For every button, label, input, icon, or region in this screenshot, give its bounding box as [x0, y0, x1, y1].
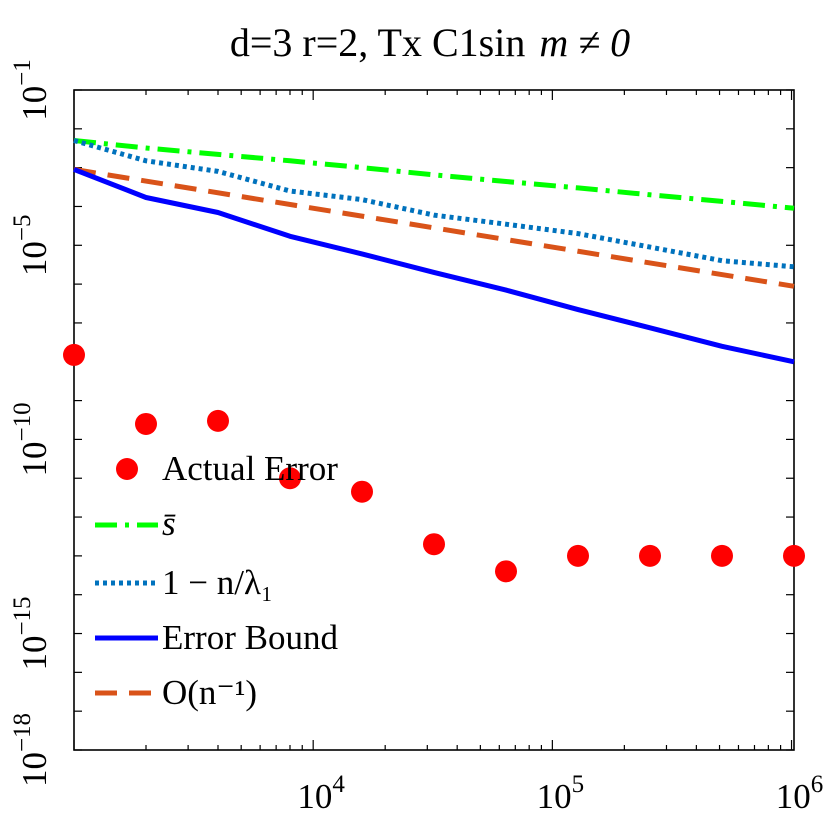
legend-label-actual-error: Actual Error: [162, 449, 338, 488]
actual-error-point: [279, 467, 301, 490]
actual-error-point: [567, 544, 589, 567]
chart-title: d=3 r=2, Tx C1sin m ≠ 0: [230, 20, 630, 65]
y-tick-labels: 10−18 10−15 10−10 10−5 10−1: [9, 59, 54, 787]
x-tick-label: 106: [776, 771, 824, 816]
y-tick-label: 10−1: [9, 59, 54, 121]
series-line-one-minus-n-over-lambda: [73, 138, 795, 270]
series-layer: [63, 138, 805, 583]
actual-error-point: [135, 412, 157, 435]
actual-error-point: [639, 544, 661, 567]
actual-error-point: [495, 560, 517, 583]
actual-error-point: [711, 544, 733, 567]
actual-error-point: [351, 480, 373, 503]
series-line-order-n-inverse: [73, 166, 795, 289]
legend: Actual Error s̄ 1 − n/λ₁ Error Bound O(n…: [95, 449, 338, 712]
plot-frame: [73, 89, 795, 751]
actual-error-point: [783, 544, 805, 567]
actual-error-point: [207, 409, 229, 432]
actual-error-point: [63, 343, 85, 366]
legend-label-order-n-inverse: O(n⁻¹): [162, 673, 257, 712]
y-tick-label: 10−10: [9, 402, 54, 476]
legend-marker-actual-error: [116, 458, 138, 480]
y-tick-label: 10−5: [9, 214, 54, 276]
x-tick-label: 105: [537, 771, 585, 816]
legend-label-s-bar: s̄: [162, 504, 176, 543]
y-tick-label: 10−18: [9, 713, 54, 787]
series-line-error-bound: [73, 167, 795, 365]
x-tick-labels: 104 105 106: [297, 771, 823, 816]
legend-label-error-bound: Error Bound: [162, 618, 338, 657]
legend-label-one-minus-n-over-lambda: 1 − n/λ₁: [162, 563, 273, 602]
series-line-s-bar: [73, 138, 795, 211]
y-tick-label: 10−15: [9, 596, 54, 670]
x-tick-label: 104: [297, 771, 345, 816]
actual-error-point: [423, 533, 445, 556]
